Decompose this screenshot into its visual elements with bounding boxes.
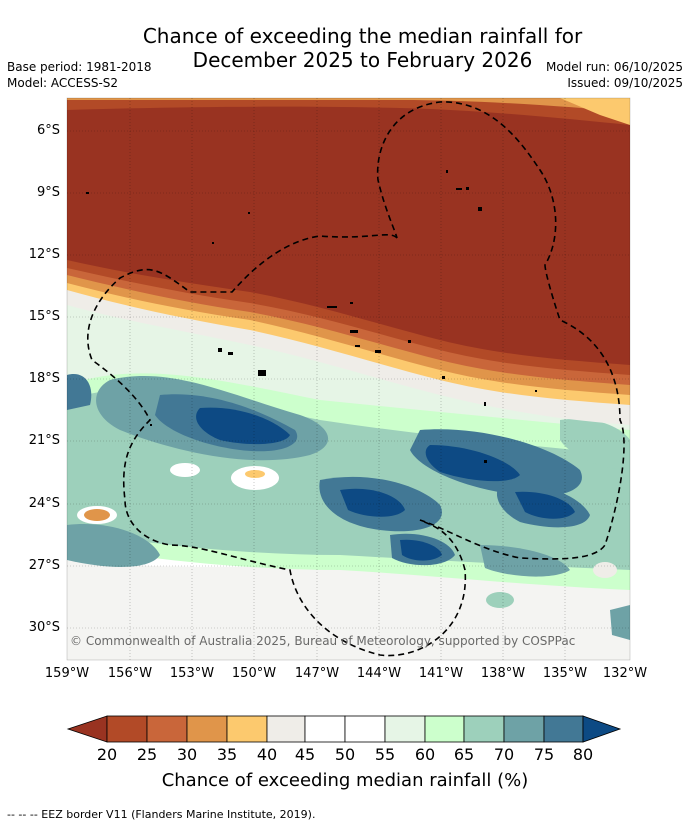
lon-label-147w: 147°W — [294, 666, 340, 681]
colorbar-label-50: 50 — [334, 745, 356, 764]
lat-label-21s: 21°S — [28, 433, 60, 448]
eez-legend: -- -- -- EEZ border V11 (Flanders Marine… — [7, 808, 316, 821]
island-markers — [86, 170, 537, 463]
colorbar-bin-70-75 — [503, 715, 545, 743]
lon-label-150w: 150°W — [231, 666, 277, 681]
colorbar-label-60: 60 — [414, 745, 436, 764]
colorbar-bin-20-25 — [106, 715, 148, 743]
colorbar-label-20: 20 — [96, 745, 118, 764]
colorbar-bin-25-30 — [146, 715, 188, 743]
colorbar-label-45: 45 — [294, 745, 316, 764]
lat-label-9s: 9°S — [36, 185, 60, 200]
lat-label-27s: 27°S — [28, 558, 60, 573]
model-name: Model: ACCESS-S2 — [7, 76, 119, 90]
run-info: Model run: 06/10/2025 Issued: 09/10/2025 — [546, 59, 683, 91]
colorbar-label-25: 25 — [136, 745, 158, 764]
lon-label-141w: 141°W — [418, 666, 464, 681]
colorbar-title: Chance of exceeding median rainfall (%) — [161, 770, 529, 791]
lon-label-153w: 153°W — [169, 666, 215, 681]
map-title: Chance of exceeding the median rainfall … — [0, 24, 690, 72]
colorbar-label-75: 75 — [533, 745, 555, 764]
colorbar-bin-30-35 — [186, 715, 228, 743]
eez-border — [87, 101, 625, 657]
lat-label-18s: 18°S — [28, 371, 60, 386]
model-info: Base period: 1981-2018 Model: ACCESS-S2 — [7, 59, 152, 91]
colorbar — [66, 715, 622, 743]
lat-label-24s: 24°S — [28, 496, 60, 511]
lon-label-135w: 135°W — [542, 666, 588, 681]
colorbar-bin-50-55 — [344, 715, 386, 743]
colorbar-label-80: 80 — [572, 745, 594, 764]
lon-label-132w: 132°W — [602, 666, 648, 681]
lat-label-6s: 6°S — [36, 123, 60, 138]
lon-label-138w: 138°W — [480, 666, 526, 681]
map-frame — [66, 97, 631, 661]
colorbar-label-70: 70 — [493, 745, 515, 764]
colorbar-label-65: 65 — [453, 745, 475, 764]
colorbar-bin-75-80 — [543, 715, 584, 743]
colorbar-bin-35-40 — [226, 715, 268, 743]
model-run-date: Model run: 06/10/2025 — [545, 60, 683, 74]
lat-label-30s: 30°S — [28, 620, 60, 635]
copyright-notice: © Commonwealth of Australia 2025, Bureau… — [70, 634, 576, 648]
rainfall-field — [67, 98, 630, 660]
colorbar-bin-55-60 — [384, 715, 426, 743]
map-gridlines — [67, 98, 630, 660]
colorbar-bin-45-50 — [304, 715, 346, 743]
colorbar-label-35: 35 — [216, 745, 238, 764]
colorbar-label-55: 55 — [374, 745, 396, 764]
title-line-1: Chance of exceeding the median rainfall … — [142, 24, 583, 48]
colorbar-low-arrow — [66, 715, 108, 743]
colorbar-bin-65-70 — [463, 715, 505, 743]
colorbar-label-40: 40 — [256, 745, 278, 764]
lon-label-159w: 159°W — [44, 666, 90, 681]
colorbar-bin-40-45 — [266, 715, 306, 743]
lat-label-12s: 12°S — [28, 247, 60, 262]
lat-label-15s: 15°S — [28, 309, 60, 324]
title-line-2: December 2025 to February 2026 — [192, 48, 533, 72]
colorbar-high-arrow — [582, 715, 622, 743]
lon-label-144w: 144°W — [356, 666, 402, 681]
base-period: Base period: 1981-2018 — [7, 60, 152, 74]
colorbar-bin-60-65 — [424, 715, 465, 743]
lon-label-156w: 156°W — [107, 666, 153, 681]
issued-date: Issued: 09/10/2025 — [567, 76, 683, 90]
colorbar-label-30: 30 — [176, 745, 198, 764]
